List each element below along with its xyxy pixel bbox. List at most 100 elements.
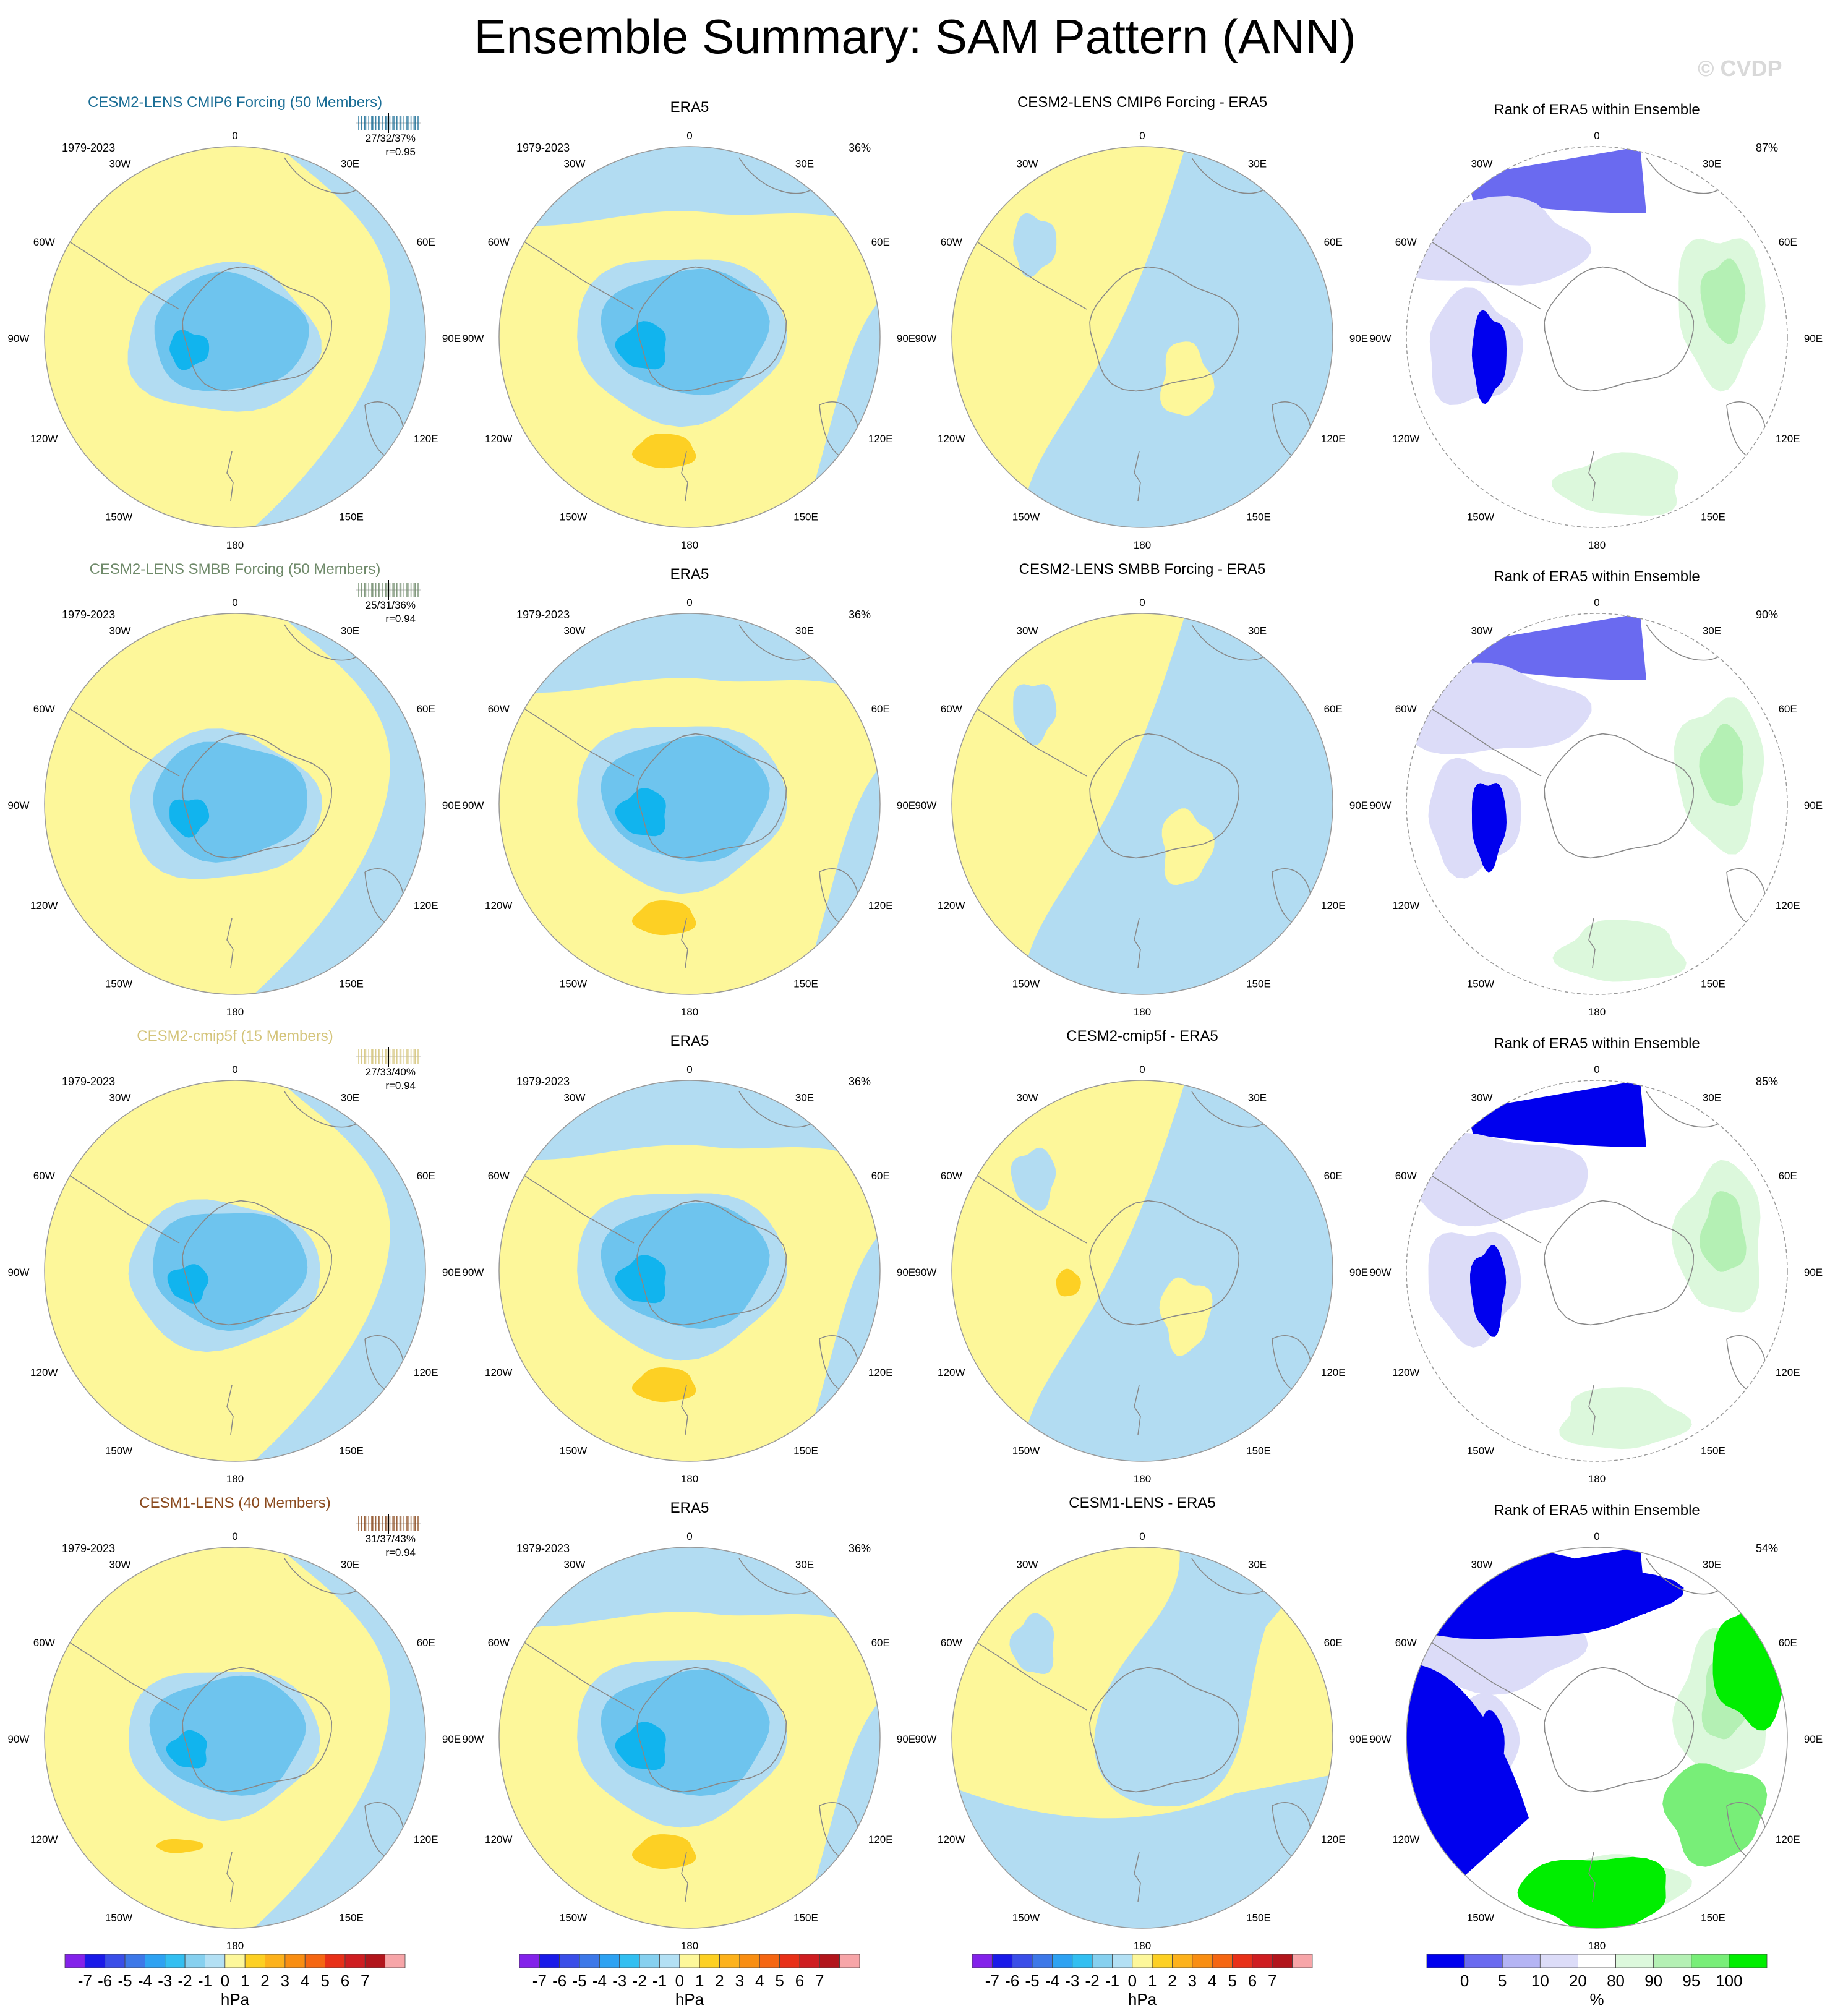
colorbar-tick-label: 4: [1208, 1971, 1216, 1990]
low-pressure-core: [615, 788, 666, 837]
lon-label: 180: [1588, 1006, 1606, 1018]
lon-label: 30E: [341, 1558, 359, 1570]
lon-label: 150E: [793, 978, 818, 990]
colorbar-swatch: [105, 1954, 126, 1968]
colorbar-tick-label: 4: [755, 1971, 764, 1990]
colorbar-swatch: [719, 1954, 740, 1968]
colorbar-swatch: [1052, 1954, 1073, 1968]
lon-label: 60E: [871, 236, 890, 248]
difference-panel: 0 30E 60E 90E 120E 150E 180 150W 120W 90W 60W 30W CE…: [915, 1495, 1369, 1952]
rank-panel-title: Rank of ERA5 within Ensemble: [1494, 568, 1700, 585]
colorbar-swatch: [1072, 1954, 1093, 1968]
lon-label: 30W: [109, 625, 131, 636]
lon-label: 150E: [339, 511, 364, 523]
rank-summary-percent: 54%: [1756, 1542, 1778, 1555]
new-zealand-coastline: [1134, 918, 1141, 968]
lon-label: 0: [1594, 1531, 1599, 1542]
colorbar-swatch: [539, 1954, 560, 1968]
lon-label: 60W: [488, 1637, 510, 1649]
lon-label: 90E: [1349, 333, 1368, 344]
lon-label: 120E: [868, 900, 893, 912]
difference-panel-title: CESM2-LENS SMBB Forcing - ERA5: [1019, 561, 1266, 578]
positive-difference-patch: [1159, 1277, 1213, 1356]
lon-label: 30W: [109, 1558, 131, 1570]
lon-label: 120W: [938, 1834, 965, 1845]
lon-label: 120W: [30, 1834, 58, 1845]
low-pressure-core: [166, 1730, 207, 1769]
new-zealand-coastline: [1588, 451, 1596, 502]
colorbar-tick-label: 7: [1268, 1971, 1276, 1990]
lon-label: 90W: [915, 800, 937, 811]
lon-label: 60E: [1324, 703, 1343, 715]
colorbar-swatch: [1502, 1954, 1541, 1968]
lon-label: 120E: [868, 1367, 893, 1378]
colorbar-swatch: [1578, 1954, 1616, 1968]
lon-label: 150E: [1701, 1445, 1725, 1457]
positive-band-region: [254, 147, 425, 527]
lon-label: 120E: [1776, 1834, 1800, 1845]
lon-label: 0: [686, 1064, 692, 1075]
lon-label: 60E: [871, 703, 890, 715]
difference-panel: 0 30E 60E 90E 120E 150E 180 150W 120W 90W 60W 30W CE…: [915, 561, 1369, 1018]
map-boundary: [498, 613, 881, 995]
rank-panel: 0 30E 60E 90E 120E 150E 180 150W 120W 90W 60W 30W Ra…: [1370, 568, 1823, 1018]
lon-label: 30W: [1017, 1558, 1038, 1570]
low-rank-top: [1467, 1080, 1646, 1147]
lon-label: 60W: [941, 703, 962, 715]
positive-difference-patch: [1160, 341, 1215, 416]
colorbar-swatch: [599, 1954, 620, 1968]
colorbar-tick-label: 1: [1148, 1971, 1157, 1990]
colorbar-tick-label: -7: [532, 1971, 547, 1990]
colorbar-swatch: [165, 1954, 186, 1968]
antarctica-coastline: [1089, 733, 1240, 859]
pattern-correlation: r=0.94: [385, 1080, 416, 1091]
antarctica-coastline: [182, 733, 333, 859]
africa-coastline: [738, 1558, 814, 1595]
lon-label: 30E: [341, 625, 359, 636]
lon-label: 60E: [1779, 703, 1797, 715]
colorbar-swatch: [519, 1954, 540, 1968]
antarctica-coastline: [636, 733, 787, 859]
watermark: © CVDP: [1698, 56, 1782, 81]
period-label: 1979-2023: [62, 1542, 115, 1555]
colorbar-swatch: [739, 1954, 760, 1968]
colorbar-swatch: [1729, 1954, 1768, 1968]
lon-label: 150W: [1012, 511, 1040, 523]
antarctica-coastline: [1089, 1667, 1240, 1793]
colorbar-unit: hPa: [1128, 1990, 1157, 2009]
low-pressure-core: [615, 1255, 666, 1304]
colorbar-swatch: [1615, 1954, 1654, 1968]
map-boundary: [498, 146, 881, 528]
lon-label: 90E: [897, 800, 915, 811]
new-zealand-coastline: [226, 1385, 234, 1435]
colorbar-tick-label: 3: [281, 1971, 289, 1990]
lon-label: 60W: [33, 703, 55, 715]
high-rank-south: [1552, 920, 1687, 982]
peninsula-coastline: [49, 695, 180, 777]
map-boundary: [44, 613, 426, 995]
africa-coastline: [738, 157, 814, 194]
antarctica-coastline: [636, 266, 787, 392]
explained-variance: 36%: [849, 142, 871, 154]
lon-label: 150W: [1012, 978, 1040, 990]
lon-label: 180: [226, 1006, 244, 1018]
map-boundary: [1406, 1547, 1788, 1929]
lon-label: 60W: [33, 1170, 55, 1182]
colorbar-swatch: [1172, 1954, 1193, 1968]
hpa-colorbar: -7 -6 -5 -4 -3 -2 -1 0 1 2 3 4 5 6 7 hPa: [64, 1954, 406, 2009]
negative-difference-region: [1024, 147, 1333, 527]
lon-label: 90W: [1370, 800, 1392, 811]
lon-label: 120W: [1392, 1367, 1419, 1378]
era5-panel-title: ERA5: [670, 1033, 709, 1049]
lon-label: 60W: [488, 236, 510, 248]
lon-label: 60E: [1324, 1637, 1343, 1649]
pattern-correlation: r=0.95: [385, 146, 416, 158]
lon-label: 90W: [8, 1266, 30, 1278]
lon-label: 150W: [560, 1912, 587, 1924]
colorbar-swatch: [991, 1954, 1013, 1968]
africa-coastline: [1191, 624, 1267, 661]
colorbar-swatch: [1112, 1954, 1133, 1968]
colorbar-swatch: [265, 1954, 286, 1968]
new-zealand-coastline: [1588, 918, 1596, 968]
lon-label: 90W: [8, 1733, 30, 1745]
